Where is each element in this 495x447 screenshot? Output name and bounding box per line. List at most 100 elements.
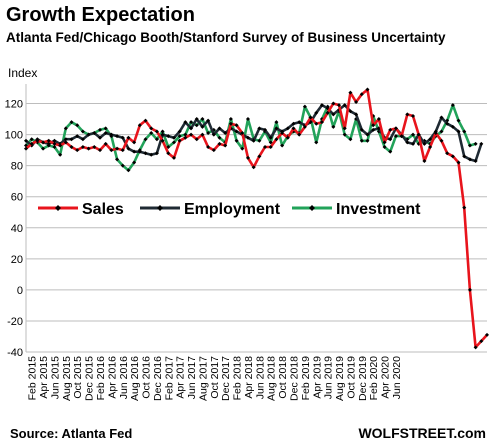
data-point [126,168,131,173]
data-point [342,126,347,131]
y-tick-label: 80 [11,161,23,173]
data-point [120,135,125,140]
data-point [183,120,188,125]
data-point [462,205,467,210]
data-point [428,145,433,150]
data-point [154,129,159,134]
data-point [109,132,114,137]
data-point [63,126,68,131]
data-point [251,138,256,143]
data-point [200,132,205,137]
data-point [388,149,393,154]
chart-subtitle: Atlanta Fed/Chicago Booth/Stanford Surve… [6,30,446,45]
legend: Sales Employment Investment [38,201,421,218]
data-point [200,117,205,122]
data-point [473,345,478,350]
data-point [200,124,205,129]
data-point [445,151,450,156]
legend-item-sales: Sales [38,201,124,218]
data-point [58,152,63,157]
y-tick-label: -20 [7,316,23,328]
data-point [268,135,273,140]
data-point [359,138,364,143]
data-point [479,141,484,146]
data-point [297,132,302,137]
x-tick-label: Dec 2017 [220,356,232,401]
x-tick-label: Dec 2015 [84,356,96,401]
legend-label: Employment [184,201,281,218]
data-point [485,332,489,337]
x-tick-label: Aug 2018 [266,356,278,401]
data-point [376,117,381,122]
data-point [439,129,444,134]
data-point [29,137,34,142]
data-point [177,134,182,139]
data-point [274,126,279,131]
data-point [69,137,74,142]
data-point [52,145,57,150]
x-tick-label: Apr 2018 [243,356,255,399]
data-point [143,151,148,156]
data-point [177,138,182,143]
legend-label: Investment [336,201,421,218]
data-point [75,148,80,153]
data-point [280,143,285,148]
data-point [194,117,199,122]
data-point [428,137,433,142]
data-point [97,148,102,153]
data-point [439,138,444,143]
x-tick-label: Jun 2017 [186,356,198,399]
data-point [63,140,68,145]
legend-item-investment: Investment [292,201,421,218]
data-point [234,129,239,134]
data-point [473,158,478,163]
data-point [354,112,359,117]
data-point [285,135,290,140]
x-tick-label: Jun 2015 [49,356,61,399]
brand-mark: WOLFSTREET.com [358,425,486,441]
data-point [308,115,313,120]
data-point [257,154,262,159]
data-point [348,109,353,114]
data-point [382,145,387,150]
x-tick-label: Jun 2018 [254,356,266,399]
data-point [86,132,91,137]
data-point [371,127,376,132]
data-point [314,121,319,126]
data-point [245,135,250,140]
data-point [291,121,296,126]
data-point [337,103,342,108]
grid-lines [25,84,487,353]
chart-title: Growth Expectation [6,4,195,26]
x-tick-label: Oct 2019 [345,356,357,399]
data-point [109,148,114,153]
data-point [132,149,137,154]
data-point [393,134,398,139]
x-tick-label: Feb 2017 [163,356,175,401]
data-point [359,127,364,132]
data-point [405,140,410,145]
data-point [183,135,188,140]
data-point [325,110,330,115]
x-tick-label: Dec 2018 [288,356,300,401]
data-point [388,137,393,142]
x-tick-label: Aug 2016 [129,356,141,401]
data-point [285,126,290,131]
data-point [194,137,199,142]
x-tick-label: Dec 2016 [152,356,164,401]
data-point [359,92,364,97]
data-point [92,145,97,150]
x-tick-label: Apr 2019 [311,356,323,399]
data-point [189,120,194,125]
data-point [80,137,85,142]
y-tick-labels: -40 -20 0 20 40 60 80 100 120 [5,99,23,359]
data-point [171,140,176,145]
data-point [405,112,410,117]
source-note: Source: Atlanta Fed [10,426,133,441]
x-tick-label: Oct 2015 [72,356,84,399]
data-point [433,131,438,136]
data-point [467,157,472,162]
data-point [24,146,28,151]
data-point [439,115,444,120]
data-point [115,146,120,151]
